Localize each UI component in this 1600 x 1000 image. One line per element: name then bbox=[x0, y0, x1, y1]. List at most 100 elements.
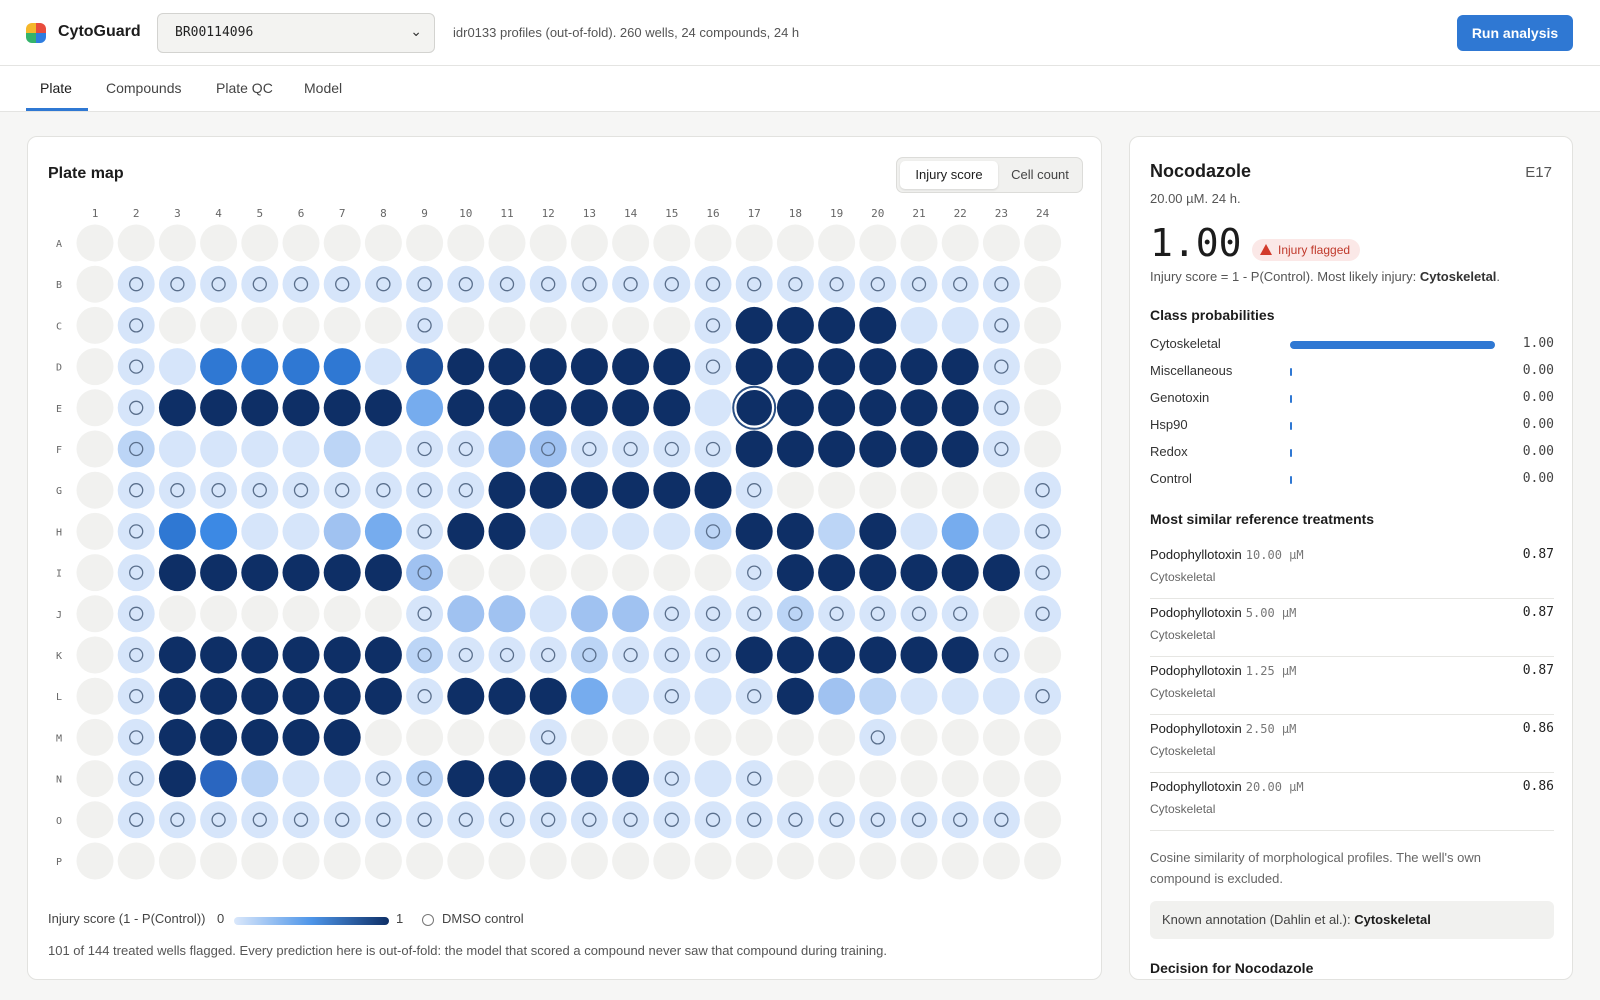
well-G8[interactable] bbox=[364, 471, 402, 509]
well-M21[interactable] bbox=[900, 718, 938, 756]
well-circle[interactable] bbox=[447, 306, 485, 344]
well-H15[interactable] bbox=[653, 512, 691, 550]
well-I23[interactable] bbox=[982, 554, 1020, 592]
well-O6[interactable] bbox=[282, 801, 320, 839]
well-circle[interactable] bbox=[1024, 636, 1062, 674]
well-circle[interactable] bbox=[612, 554, 650, 592]
well-circle[interactable] bbox=[158, 306, 196, 344]
well-circle[interactable] bbox=[447, 760, 485, 798]
well-E12[interactable] bbox=[529, 389, 567, 427]
well-L16[interactable] bbox=[694, 677, 732, 715]
well-circle[interactable] bbox=[488, 430, 526, 468]
well-G3[interactable] bbox=[158, 471, 196, 509]
well-circle[interactable] bbox=[364, 801, 402, 839]
well-circle[interactable] bbox=[241, 760, 279, 798]
well-E5[interactable] bbox=[241, 389, 279, 427]
well-circle[interactable] bbox=[612, 760, 650, 798]
well-K18[interactable] bbox=[776, 636, 814, 674]
well-circle[interactable] bbox=[612, 389, 650, 427]
well-circle[interactable] bbox=[323, 718, 361, 756]
well-H6[interactable] bbox=[282, 512, 320, 550]
well-F24[interactable] bbox=[1024, 430, 1062, 468]
well-circle[interactable] bbox=[900, 595, 938, 633]
well-C19[interactable] bbox=[818, 306, 856, 344]
well-P23[interactable] bbox=[982, 842, 1020, 880]
well-circle[interactable] bbox=[282, 636, 320, 674]
well-A11[interactable] bbox=[488, 224, 526, 262]
well-K22[interactable] bbox=[941, 636, 979, 674]
well-circle[interactable] bbox=[818, 348, 856, 386]
well-circle[interactable] bbox=[859, 471, 897, 509]
well-circle[interactable] bbox=[241, 348, 279, 386]
well-circle[interactable] bbox=[900, 801, 938, 839]
well-C16[interactable] bbox=[694, 306, 732, 344]
well-circle[interactable] bbox=[529, 306, 567, 344]
well-circle[interactable] bbox=[241, 842, 279, 880]
well-circle[interactable] bbox=[653, 265, 691, 303]
well-O5[interactable] bbox=[241, 801, 279, 839]
well-circle[interactable] bbox=[776, 265, 814, 303]
well-H2[interactable] bbox=[117, 512, 155, 550]
well-N2[interactable] bbox=[117, 760, 155, 798]
well-circle[interactable] bbox=[818, 842, 856, 880]
well-G1[interactable] bbox=[76, 471, 114, 509]
well-H21[interactable] bbox=[900, 512, 938, 550]
well-F19[interactable] bbox=[818, 430, 856, 468]
well-B21[interactable] bbox=[900, 265, 938, 303]
well-circle[interactable] bbox=[406, 842, 444, 880]
well-B23[interactable] bbox=[982, 265, 1020, 303]
well-O18[interactable] bbox=[776, 801, 814, 839]
well-circle[interactable] bbox=[241, 801, 279, 839]
well-B8[interactable] bbox=[364, 265, 402, 303]
well-circle[interactable] bbox=[941, 801, 979, 839]
well-circle[interactable] bbox=[406, 718, 444, 756]
well-F23[interactable] bbox=[982, 430, 1020, 468]
well-B18[interactable] bbox=[776, 265, 814, 303]
well-circle[interactable] bbox=[982, 718, 1020, 756]
well-G12[interactable] bbox=[529, 471, 567, 509]
well-circle[interactable] bbox=[941, 306, 979, 344]
well-circle[interactable] bbox=[735, 760, 773, 798]
well-circle[interactable] bbox=[570, 306, 608, 344]
well-I13[interactable] bbox=[570, 554, 608, 592]
well-L15[interactable] bbox=[653, 677, 691, 715]
well-D11[interactable] bbox=[488, 348, 526, 386]
well-P11[interactable] bbox=[488, 842, 526, 880]
well-C17[interactable] bbox=[735, 306, 773, 344]
well-circle[interactable] bbox=[818, 430, 856, 468]
well-circle[interactable] bbox=[941, 718, 979, 756]
well-C13[interactable] bbox=[570, 306, 608, 344]
well-circle[interactable] bbox=[776, 718, 814, 756]
well-F6[interactable] bbox=[282, 430, 320, 468]
well-P22[interactable] bbox=[941, 842, 979, 880]
well-circle[interactable] bbox=[117, 842, 155, 880]
well-D5[interactable] bbox=[241, 348, 279, 386]
well-E21[interactable] bbox=[900, 389, 938, 427]
well-C24[interactable] bbox=[1024, 306, 1062, 344]
well-L3[interactable] bbox=[158, 677, 196, 715]
well-circle[interactable] bbox=[653, 842, 691, 880]
well-K9[interactable] bbox=[406, 636, 444, 674]
well-circle[interactable] bbox=[200, 430, 238, 468]
well-D13[interactable] bbox=[570, 348, 608, 386]
well-P15[interactable] bbox=[653, 842, 691, 880]
well-circle[interactable] bbox=[241, 224, 279, 262]
well-circle[interactable] bbox=[76, 224, 114, 262]
well-circle[interactable] bbox=[323, 801, 361, 839]
well-circle[interactable] bbox=[776, 636, 814, 674]
well-circle[interactable] bbox=[982, 265, 1020, 303]
well-C10[interactable] bbox=[447, 306, 485, 344]
well-circle[interactable] bbox=[900, 389, 938, 427]
well-circle[interactable] bbox=[282, 677, 320, 715]
well-circle[interactable] bbox=[76, 595, 114, 633]
well-circle[interactable] bbox=[323, 348, 361, 386]
well-circle[interactable] bbox=[447, 636, 485, 674]
well-E23[interactable] bbox=[982, 389, 1020, 427]
well-circle[interactable] bbox=[1024, 554, 1062, 592]
well-I15[interactable] bbox=[653, 554, 691, 592]
well-circle[interactable] bbox=[117, 306, 155, 344]
well-M11[interactable] bbox=[488, 718, 526, 756]
well-H14[interactable] bbox=[612, 512, 650, 550]
well-F12[interactable] bbox=[529, 430, 567, 468]
well-circle[interactable] bbox=[323, 512, 361, 550]
